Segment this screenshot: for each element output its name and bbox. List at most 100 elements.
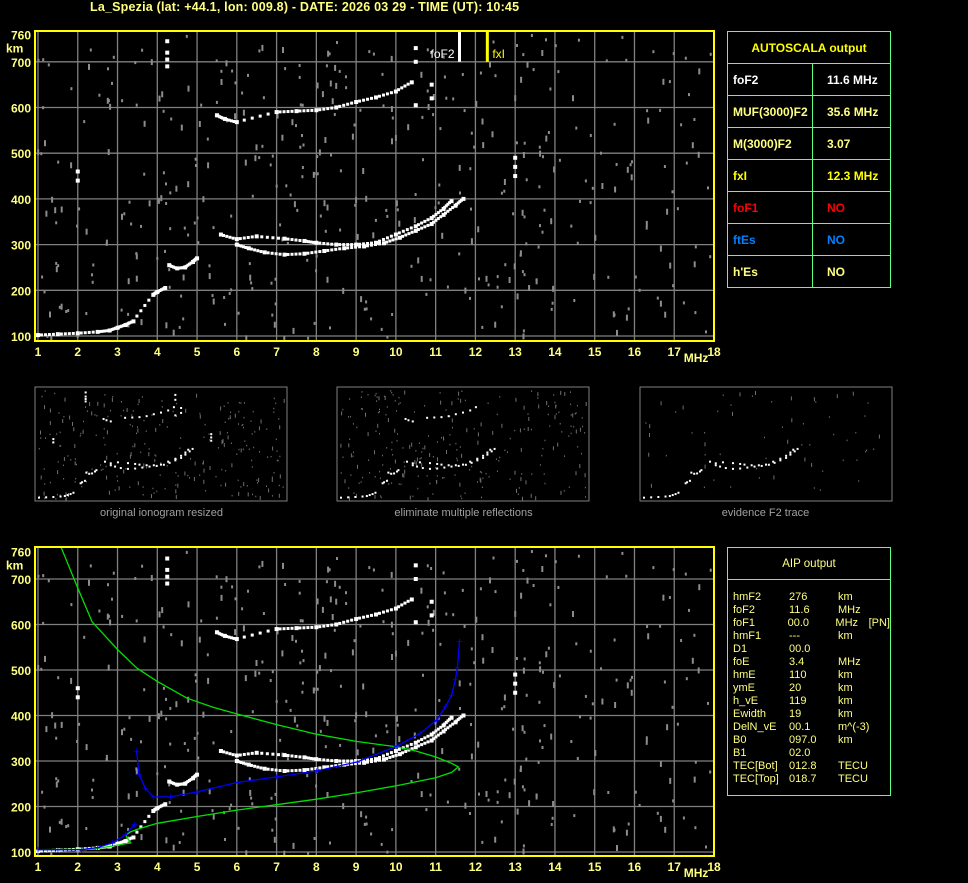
- thumbnail-noise: [386, 447, 388, 449]
- aip-value: 097.0: [789, 734, 817, 746]
- thumbnail-noise: [89, 402, 91, 407]
- trace-point-E_and_low: [79, 331, 83, 335]
- noise-point: [335, 82, 338, 89]
- noise-point: [691, 657, 694, 664]
- x-tick-label: 14: [548, 860, 562, 874]
- thumbnail-noise: [43, 468, 45, 470]
- trace-point-F2_upper_branch: [222, 233, 226, 237]
- trace-point-second_hop: [298, 109, 302, 113]
- thumbnail-trace-point: [187, 448, 190, 451]
- trace-point-F2_o_trace: [446, 209, 450, 213]
- aip-param: foE: [733, 656, 750, 668]
- noise-point: [254, 670, 257, 677]
- thumbnail-noise: [65, 492, 67, 497]
- noise-point: [85, 312, 88, 315]
- noise-point: [212, 226, 215, 230]
- noise-point: [684, 56, 687, 60]
- noise-point: [523, 657, 526, 661]
- trace-point-F2_upper_branch: [234, 237, 239, 242]
- thumbnail-trace-point: [72, 491, 75, 494]
- noise-point: [306, 774, 309, 778]
- thumbnail-trace-point: [785, 454, 788, 457]
- noise-point: [45, 210, 48, 217]
- aip-row: hmF2 276 km: [733, 591, 890, 604]
- thumbnail-trace-point: [664, 495, 667, 498]
- aip-row: hmE 110 km: [733, 669, 890, 682]
- autoscala-value: 11.6 MHz: [827, 72, 878, 87]
- noise-point: [270, 796, 273, 800]
- noise-point: [251, 194, 254, 198]
- noise-point: [106, 97, 109, 104]
- noise-point: [299, 103, 302, 107]
- trace-point-E_and_low: [118, 325, 122, 329]
- trace-point-F2_o_trace: [334, 764, 338, 768]
- trace-point-F_lower: [178, 266, 182, 270]
- thumbnail-trace-point: [59, 495, 62, 498]
- noise-point: [374, 218, 377, 222]
- thumbnail-noise: [499, 396, 501, 398]
- trace-point-E_and_low: [59, 332, 63, 336]
- noise-point: [552, 801, 555, 807]
- trace-point-second_hop: [250, 633, 254, 637]
- thumbnail-noise: [809, 444, 811, 446]
- aip-row: foE 3.4 MHz: [733, 656, 890, 669]
- noise-point: [577, 554, 580, 558]
- thumbnail-trace-point: [168, 461, 171, 464]
- noise-point: [183, 226, 186, 230]
- thumbnail-trace-point: [180, 407, 183, 409]
- noise-point: [120, 823, 123, 827]
- trace-point-F2_o_trace: [423, 741, 427, 745]
- thumbnail-noise: [215, 475, 217, 478]
- marker-fof2: [458, 31, 462, 62]
- trace-point-second_hop: [342, 620, 346, 624]
- trace-point-second_hop: [294, 109, 299, 114]
- trace-point-F2_o_trace: [426, 223, 430, 227]
- noise-point: [705, 330, 707, 334]
- noise-point: [282, 562, 284, 569]
- trace-point-F2_upper_branch: [362, 758, 366, 762]
- thumbnail-noise: [368, 459, 370, 461]
- thumbnail-noise: [100, 469, 102, 471]
- trace-point-second_hop: [354, 617, 359, 622]
- noise-point: [594, 234, 597, 241]
- y-tick-label: 200: [11, 284, 31, 298]
- trace-point-F2_upper_branch: [265, 752, 269, 756]
- noise-point: [301, 690, 304, 694]
- thumbnail-noise: [176, 458, 178, 460]
- trace-point-F2_upper_branch: [358, 242, 362, 246]
- trace-point-spikes: [165, 574, 170, 579]
- noise-point: [169, 227, 172, 231]
- trace-point-F2_upper_branch: [250, 235, 254, 239]
- trace-point-F2_o_trace: [290, 769, 294, 773]
- noise-point: [481, 840, 484, 844]
- thumbnail-noise: [38, 495, 40, 498]
- x-tick-label: 8: [313, 345, 320, 359]
- thumbnail-trace-point: [102, 417, 105, 420]
- noise-point: [479, 587, 482, 591]
- trace-point-second_hop: [370, 613, 374, 617]
- thumbnail-noise: [409, 444, 411, 449]
- trace-point-F2_o_trace: [249, 763, 253, 767]
- thumbnail-trace-point: [387, 471, 390, 474]
- noise-point: [693, 261, 696, 268]
- noise-point: [659, 245, 662, 252]
- noise-point: [430, 567, 433, 570]
- noise-point: [520, 592, 523, 599]
- noise-point: [281, 650, 284, 657]
- noise-point: [170, 633, 173, 637]
- noise-point: [473, 145, 476, 149]
- thumbnail-noise: [273, 397, 275, 400]
- thumbnail-noise: [703, 486, 705, 489]
- trace-point-second_hop: [282, 627, 286, 631]
- trace-point-F2_o_trace: [394, 237, 398, 241]
- aip-row: B1 02.0: [733, 747, 890, 760]
- noise-point: [324, 745, 327, 749]
- thumbnail-noise: [449, 434, 451, 436]
- trace-point-F2_o_trace: [429, 222, 434, 227]
- trace-point-F2_o_trace: [443, 211, 447, 215]
- noise-point: [249, 789, 252, 796]
- noise-point: [313, 321, 316, 325]
- thumbnail-noise: [45, 437, 46, 439]
- thumbnail-noise: [74, 458, 76, 460]
- noise-point: [70, 162, 73, 169]
